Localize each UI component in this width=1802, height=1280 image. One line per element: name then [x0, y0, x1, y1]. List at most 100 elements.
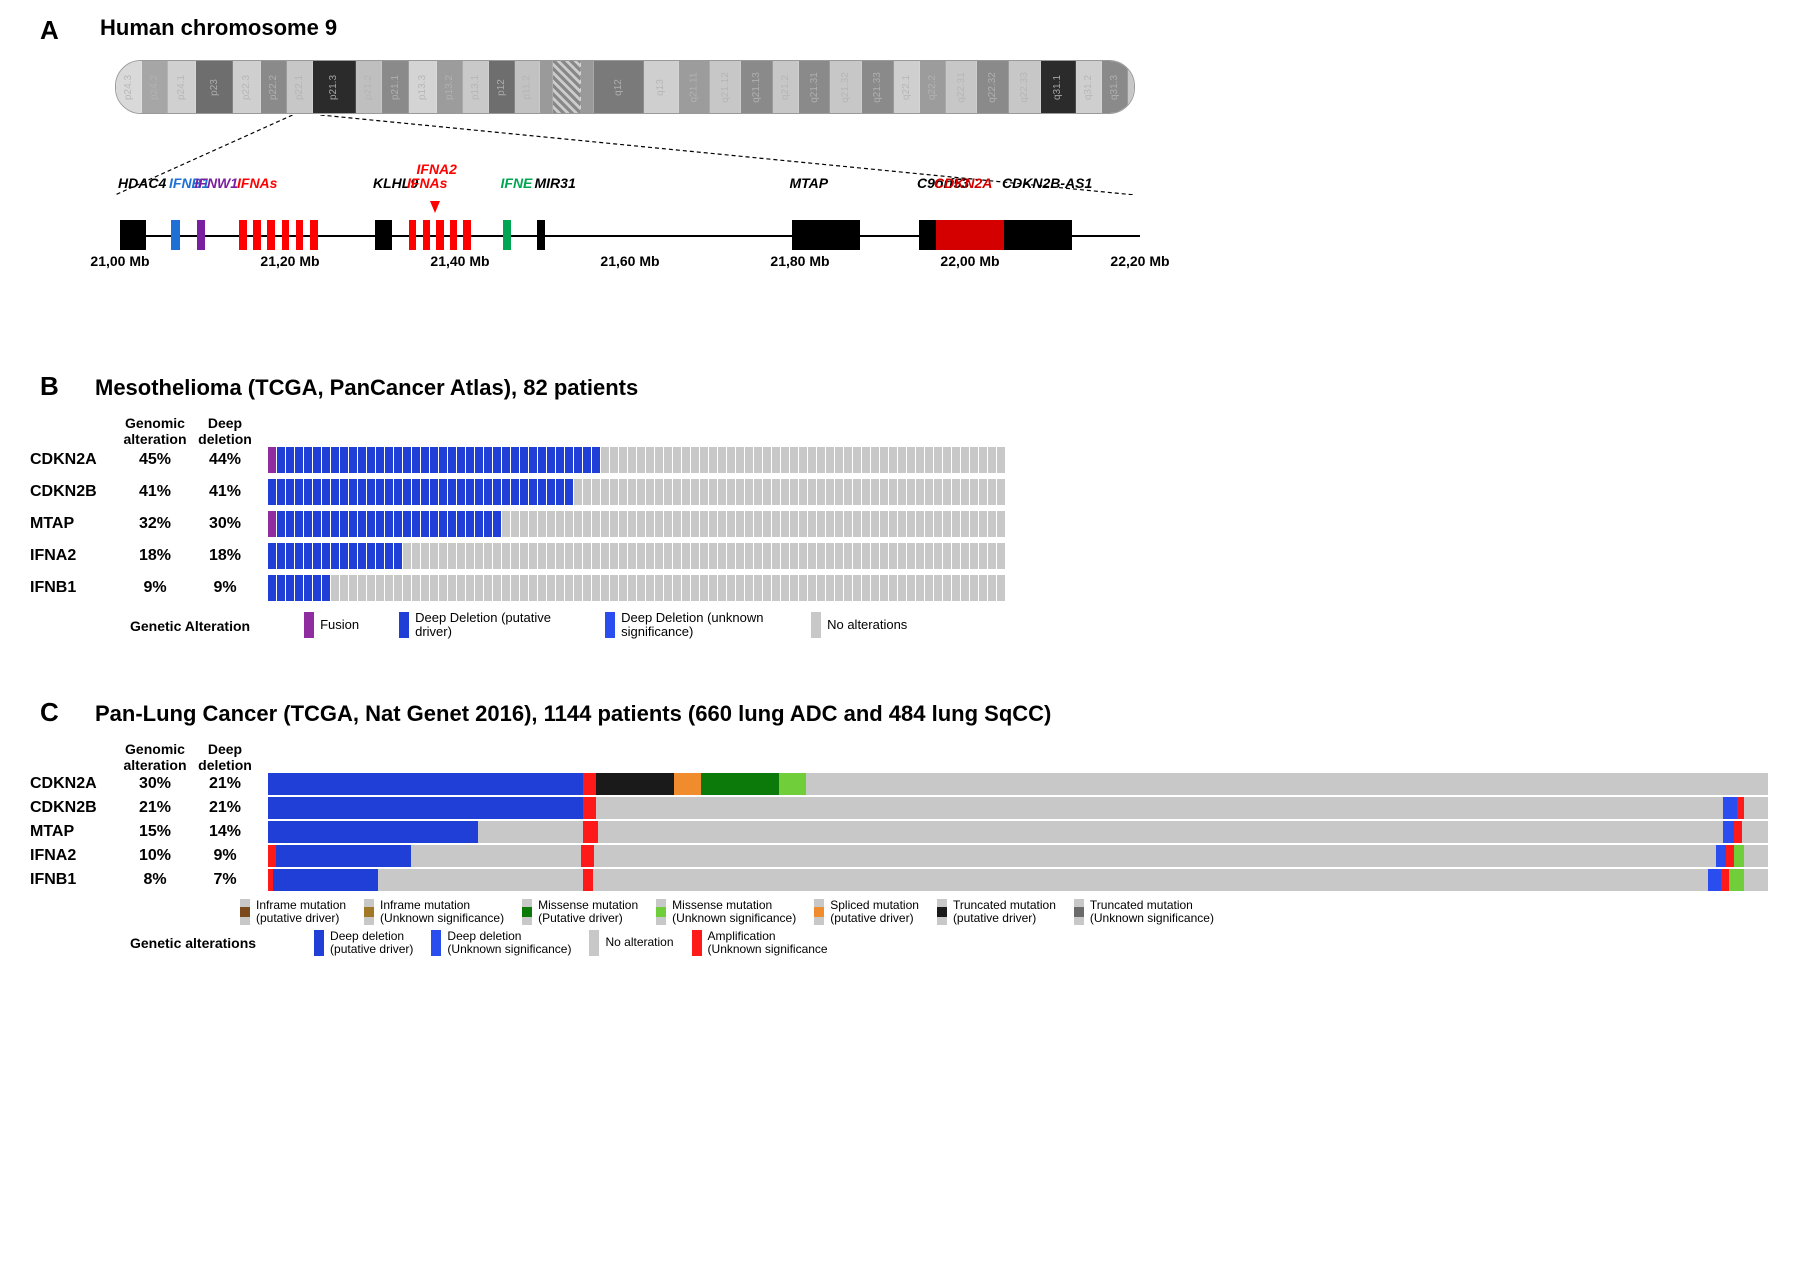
- oncoprint-cell: [412, 575, 420, 601]
- chrom-band-q22.32: q22.32: [977, 61, 1009, 113]
- oncoprint-cell: [493, 575, 501, 601]
- oncoprint-segment: [1708, 869, 1721, 891]
- oncoprint-segment: [1726, 845, 1734, 867]
- oncoprint-cell: [286, 511, 294, 537]
- oncoprint-cell: [610, 511, 618, 537]
- oncoprint-cell: [331, 511, 339, 537]
- oncoprint-cell: [484, 575, 492, 601]
- oncoprint-cell: [664, 511, 672, 537]
- oncoprint-cell: [844, 511, 852, 537]
- chrom-band-q31.3: q31.3: [1102, 61, 1128, 113]
- oncoprint-cell: [520, 447, 528, 473]
- gene-box: [375, 220, 392, 250]
- oncoprint-cell: [718, 479, 726, 505]
- oncoprint-cell: [898, 447, 906, 473]
- deep-del-pct: 44%: [190, 451, 260, 469]
- oncoprint-cell: [943, 447, 951, 473]
- oncoprint-cell: [628, 575, 636, 601]
- oncoprint-cell: [511, 575, 519, 601]
- oncoprint-cell: [673, 543, 681, 569]
- oncoprint-cell: [583, 575, 591, 601]
- oncoprint-row: IFNB18%7%: [30, 869, 1772, 891]
- chrom-band-q21.12: q21.12: [710, 61, 742, 113]
- oncoprint-cell: [385, 479, 393, 505]
- oncoprint-cell: [412, 543, 420, 569]
- oncoprint-cell: [799, 511, 807, 537]
- gene-name: IFNA2: [30, 547, 120, 565]
- oncoprint-cell: [997, 511, 1005, 537]
- oncoprint-cell: [691, 543, 699, 569]
- oncoprint-segment: [276, 845, 411, 867]
- oncoprint-cell: [277, 447, 285, 473]
- oncoprint-cell: [565, 479, 573, 505]
- oncoprint-cell: [754, 543, 762, 569]
- oncoprint-cell: [925, 543, 933, 569]
- oncoprint-cell: [556, 511, 564, 537]
- oncoprint-cell: [943, 479, 951, 505]
- oncoprint-cell: [538, 575, 546, 601]
- oncoprint-cell: [547, 543, 555, 569]
- oncoprint-cell: [403, 543, 411, 569]
- oncoprint-cell: [628, 447, 636, 473]
- oncoprint-cell: [565, 511, 573, 537]
- oncoprint-cell: [484, 479, 492, 505]
- oncoprint-cell: [511, 479, 519, 505]
- oncoprint-segment: [268, 821, 478, 843]
- oncoprint-cell: [961, 479, 969, 505]
- oncoprint-cell: [871, 575, 879, 601]
- oncoprint-cell: [763, 543, 771, 569]
- oncoprint-cell: [601, 479, 609, 505]
- oncoprint-cell: [655, 543, 663, 569]
- oncoprint-track: [268, 797, 1768, 819]
- oncoprint-cell: [295, 447, 303, 473]
- oncoprint-cell: [664, 479, 672, 505]
- oncoprint-cell: [871, 511, 879, 537]
- oncoprint-cell: [952, 543, 960, 569]
- legend-label: Deep deletion (putative driver): [330, 930, 413, 956]
- oncoprint-segment: [596, 797, 1724, 819]
- legend-swatch: [364, 899, 374, 925]
- oncoprint-cell: [547, 511, 555, 537]
- oncoprint-row: CDKN2B41%41%: [30, 479, 1772, 505]
- legend-label: Truncated mutation (Unknown significance…: [1090, 899, 1214, 925]
- oncoprint-cell: [880, 543, 888, 569]
- oncoprint-cell: [754, 479, 762, 505]
- oncoprint-cell: [889, 479, 897, 505]
- oncoprint-cell: [682, 479, 690, 505]
- oncoprint-cell: [799, 479, 807, 505]
- oncoprint-cell: [862, 511, 870, 537]
- oncoprint-cell: [403, 447, 411, 473]
- oncoprint-cell: [583, 479, 591, 505]
- panel-c-header-deep: Deep deletion: [190, 741, 260, 773]
- gene-label: MTAP: [790, 175, 829, 191]
- oncoprint-cell: [970, 575, 978, 601]
- oncoprint-cell: [790, 479, 798, 505]
- oncoprint-cell: [628, 479, 636, 505]
- oncoprint-cell: [889, 543, 897, 569]
- chrom-band-q22.1: q22.1: [894, 61, 920, 113]
- oncoprint-cell: [403, 511, 411, 537]
- oncoprint-cell: [385, 575, 393, 601]
- oncoprint-cell: [835, 511, 843, 537]
- legend-swatch: [1074, 899, 1084, 925]
- legend-item: Missense mutation (Putative driver): [522, 899, 638, 925]
- oncoprint-cell: [394, 447, 402, 473]
- oncoprint-cell: [835, 575, 843, 601]
- oncoprint-cell: [934, 479, 942, 505]
- oncoprint-cell: [331, 575, 339, 601]
- oncoprint-cell: [394, 479, 402, 505]
- oncoprint-cell: [331, 447, 339, 473]
- chrom-band-p21.1: p21.1: [382, 61, 410, 113]
- oncoprint-cell: [988, 479, 996, 505]
- oncoprint-cell: [646, 543, 654, 569]
- oncoprint-cell: [655, 479, 663, 505]
- oncoprint-cell: [376, 575, 384, 601]
- oncoprint-cell: [781, 447, 789, 473]
- oncoprint-cell: [295, 575, 303, 601]
- oncoprint-cell: [682, 511, 690, 537]
- oncoprint-cell: [493, 447, 501, 473]
- oncoprint-cell: [601, 575, 609, 601]
- oncoprint-cell: [817, 447, 825, 473]
- oncoprint-cell: [340, 511, 348, 537]
- chrom-band-p21.3: p21.3: [313, 61, 355, 113]
